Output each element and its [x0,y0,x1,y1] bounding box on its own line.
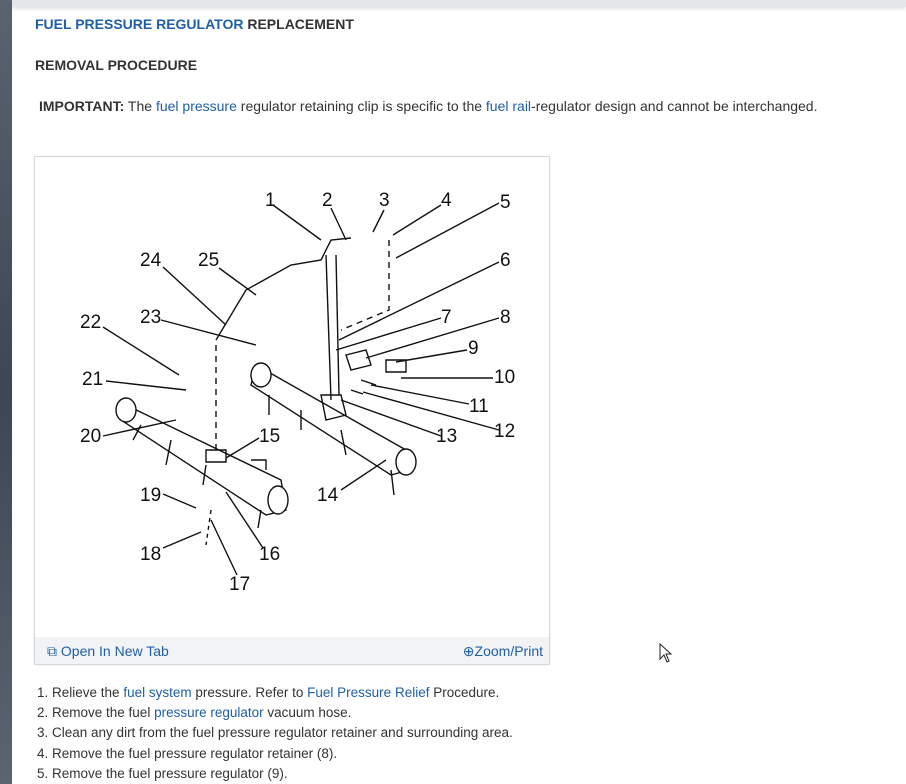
callout-22: 22 [80,312,101,333]
num: 1. [37,685,53,700]
callout-9: 9 [468,338,479,359]
title-link[interactable]: FUEL PRESSURE REGULATOR [35,16,244,32]
title-rest: REPLACEMENT [243,16,354,32]
text: regulator retaining clip is specific to … [236,98,486,114]
text: -regulator design and cannot be intercha… [531,98,818,114]
callout-16: 16 [259,544,280,565]
figure-toolbar: ⧉ Open In New Tab ⊕Zoom/Print [35,637,549,664]
step-5: 5. Remove the fuel pressure regulator (9… [37,764,513,784]
step-3: 3. Clean any dirt from the fuel pressure… [37,723,513,743]
text: Remove the fuel [52,705,155,721]
mouse-cursor-icon [659,643,673,663]
step-1: 1. Relieve the fuel system pressure. Ref… [37,683,513,703]
magnifier-plus-icon: ⊕ [462,643,475,659]
callout-17: 17 [229,574,250,595]
callout-7: 7 [441,307,452,328]
text: Remove the fuel pressure regulator (9). [52,765,288,781]
callout-3: 3 [379,190,390,211]
num: 5. [37,765,53,781]
open-label: Open In New Tab [60,643,169,659]
num: 3. [37,725,53,741]
callout-13: 13 [436,426,457,447]
callout-14: 14 [317,485,339,506]
diagram-figure: 1 2 3 4 5 6 7 8 9 10 11 12 13 14 15 16 17 18 19 20 21 22 23 24 2… [34,156,550,665]
callout-4: 4 [441,190,452,211]
callout-20: 20 [80,426,101,447]
section-heading: REMOVAL PROCEDURE [35,57,198,73]
step-4: 4. Remove the fuel pressure regulator re… [37,744,513,764]
text: Remove the fuel pressure regulator retai… [52,745,338,761]
open-in-new-tab-link[interactable]: ⧉ Open In New Tab [47,643,169,660]
callout-1: 1 [265,190,276,211]
text: vacuum hose. [263,705,352,721]
zoom-label: Zoom/Print [474,643,543,659]
num: 2. [37,705,53,721]
important-note: IMPORTANT: The fuel pressure regulator r… [39,98,817,114]
text: Procedure. [429,685,500,700]
callout-25: 25 [198,250,219,271]
text: pressure. Refer to [191,685,308,700]
fuel-system-link[interactable]: fuel system [123,685,192,700]
page-title: FUEL PRESSURE REGULATOR REPLACEMENT [35,16,354,32]
callout-6: 6 [500,250,511,271]
fuel-pressure-relief-link[interactable]: Fuel Pressure Relief [307,685,430,700]
callout-18: 18 [140,544,161,565]
fuel-rail-link[interactable]: fuel rail [485,98,532,114]
callout-11: 11 [469,396,489,417]
text: Relieve the [52,685,124,700]
callout-10: 10 [494,367,515,388]
callout-23: 23 [140,307,161,328]
zoom-print-link[interactable]: ⊕Zoom/Print [463,643,543,660]
pressure-regulator-link[interactable]: pressure regulator [154,705,264,721]
procedure-steps: 1. Relieve the fuel system pressure. Ref… [37,683,513,784]
callout-2: 2 [322,190,333,211]
top-bar [12,0,906,7]
callout-24: 24 [140,250,162,271]
text: Clean any dirt from the fuel pressure re… [52,725,513,741]
step-2: 2. Remove the fuel pressure regulator va… [37,703,513,723]
callout-19: 19 [140,485,161,506]
callout-21: 21 [82,369,103,390]
num: 4. [37,745,53,761]
callout-8: 8 [500,307,511,328]
text: The [124,98,156,114]
callout-5: 5 [500,192,511,213]
important-label: IMPORTANT: [39,98,125,114]
callout-12: 12 [494,421,515,442]
fuel-pressure-link[interactable]: fuel pressure [155,98,237,114]
callout-15: 15 [259,426,280,447]
open-new-tab-icon: ⧉ [47,643,57,659]
window-edge [0,0,12,784]
